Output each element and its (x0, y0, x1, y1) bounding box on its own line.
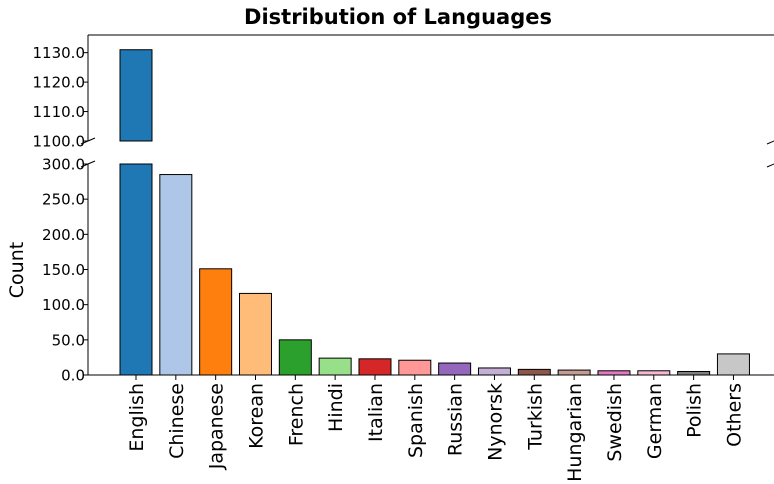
lower-y-tick-label: 100.0 (42, 296, 85, 314)
axis-break-marks (80, 137, 774, 168)
bar-swedish (597, 370, 631, 376)
x-tick-label: Korean (245, 383, 267, 449)
x-tick-label: Hungarian (564, 383, 586, 482)
x-tick-label: German (644, 383, 666, 459)
upper-y-tick-label: 1120.0 (33, 74, 86, 92)
bars (119, 49, 750, 376)
lower-y-tick-label: 150.0 (42, 261, 85, 279)
lower-y-tick-label: 200.0 (42, 226, 85, 244)
bar-german (637, 370, 671, 376)
bar-italian (358, 358, 392, 376)
bar-nynorsk (477, 367, 511, 376)
x-tick-label: Nynorsk (484, 383, 506, 461)
upper-y-tick-label: 1130.0 (33, 44, 86, 62)
break-mark (766, 140, 774, 145)
x-tick-label: Japanese (206, 383, 228, 470)
x-tick-label: Polish (684, 383, 706, 438)
x-tick-label: Hindi (325, 383, 347, 432)
bar-korean (238, 292, 272, 376)
lower-y-tick-label: 250.0 (42, 191, 85, 209)
bar-turkish (517, 368, 551, 376)
lower-y-tick-label: 300.0 (42, 156, 85, 174)
y-axis-title: Count (6, 242, 28, 298)
bar-english (119, 163, 153, 376)
bar-upper-english (119, 49, 153, 142)
bar-others (716, 353, 750, 376)
bar-french (278, 339, 312, 376)
bar-polish (677, 370, 711, 376)
category-labels: English Chinese Japanese Korean French Hindi I… (126, 375, 745, 482)
x-tick-label: Russian (445, 383, 467, 456)
upper-y-tick-label: 1100.0 (33, 133, 86, 151)
bar-hindi (318, 357, 352, 376)
lower-y-tick-label: 50.0 (52, 331, 85, 349)
break-mark (80, 160, 96, 168)
x-tick-label: Turkish (524, 383, 546, 451)
x-tick-label: Italian (365, 383, 387, 442)
bar-hungarian (557, 369, 591, 376)
x-tick-label: Chinese (166, 383, 188, 459)
bar-chinese (159, 174, 193, 376)
x-tick-label: Swedish (604, 383, 626, 462)
x-tick-label: English (126, 383, 148, 452)
bar-russian (438, 362, 472, 376)
x-tick-label: Others (723, 383, 745, 447)
break-mark (766, 163, 774, 168)
chart-title: Distribution of Languages (244, 5, 552, 29)
lower-y-tick-label: 0.0 (61, 367, 85, 385)
upper-axes: 1100.0 1110.0 1120.0 1130.0 (33, 34, 774, 151)
x-tick-label: French (285, 383, 307, 446)
bar-japanese (199, 268, 233, 376)
x-tick-label: Spanish (405, 383, 427, 458)
upper-y-tick-label: 1110.0 (33, 103, 86, 121)
break-mark (80, 137, 96, 145)
bar-spanish (398, 359, 432, 376)
